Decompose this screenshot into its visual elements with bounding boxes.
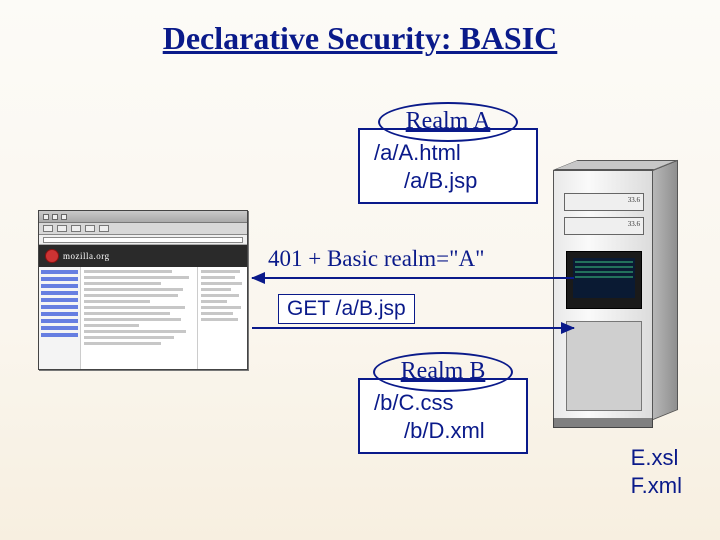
realm-b-file: /b/D.xml [374, 417, 512, 445]
browser-urlbar [39, 235, 247, 245]
browser-banner: mozilla.org [39, 245, 247, 267]
browser-titlebar [39, 211, 247, 223]
server-file: F.xml [631, 472, 682, 500]
realm-a-box: Realm A /a/A.html /a/B.jsp [358, 128, 538, 204]
browser-toolbar [39, 223, 247, 235]
arrow-left-icon [251, 272, 265, 284]
server-drive-icon: 33.6 [564, 217, 644, 235]
mozilla-logo-icon [45, 249, 59, 263]
server-files: E.xsl F.xml [631, 444, 682, 499]
client-browser: mozilla.org [38, 210, 248, 370]
request-label: GET /a/B.jsp [278, 294, 415, 324]
response-label: 401 + Basic realm="A" [268, 246, 485, 272]
server-panel-icon [566, 321, 642, 411]
browser-right-col [197, 267, 247, 369]
server-file: E.xsl [631, 444, 682, 472]
realm-b-box: Realm B /b/C.css /b/D.xml [358, 378, 528, 454]
realm-a-title: Realm A [374, 108, 522, 135]
realm-a-file: /a/B.jsp [374, 167, 522, 195]
arrow-right-icon [561, 322, 575, 334]
server-tower: 33.6 33.6 [553, 160, 678, 430]
server-drive-icon: 33.6 [564, 193, 644, 211]
realm-a-file: /a/A.html [374, 139, 522, 167]
server-monitor-icon [566, 251, 642, 309]
realm-b-title: Realm B [374, 358, 512, 385]
banner-text: mozilla.org [63, 251, 110, 261]
browser-content [81, 267, 197, 369]
slide-title: Declarative Security: BASIC [163, 20, 558, 57]
realm-b-file: /b/C.css [374, 389, 512, 417]
browser-sidebar [39, 267, 81, 369]
